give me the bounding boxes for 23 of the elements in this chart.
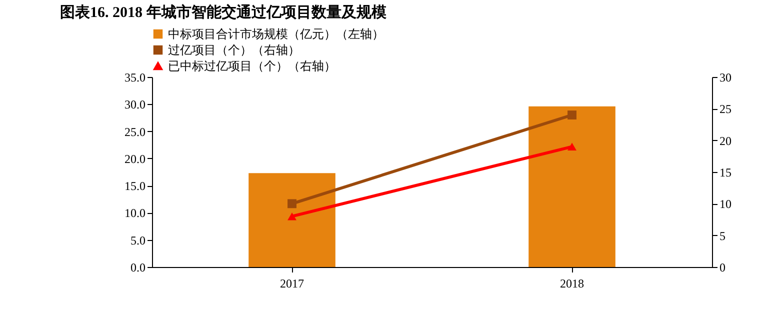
y-tick-label: 0.0 bbox=[130, 260, 146, 274]
chart-title: 图表16. 2018 年城市智能交通过亿项目数量及规模 bbox=[60, 3, 388, 21]
y2-tick-label: 10 bbox=[720, 197, 732, 212]
legend-label: 中标项目合计市场规模（亿元）（左轴） bbox=[168, 27, 384, 41]
point bbox=[568, 110, 576, 120]
x-tick-label: 2017 bbox=[280, 276, 304, 290]
y-tick-label: 5.0 bbox=[130, 233, 146, 248]
legend-label: 过亿项目（个）（右轴） bbox=[168, 43, 300, 57]
y2-tick-label: 20 bbox=[720, 134, 732, 148]
y2-tick-label: 15 bbox=[720, 166, 732, 180]
y2-tick-label: 30 bbox=[720, 70, 732, 84]
y-tick-label: 30.0 bbox=[124, 98, 146, 112]
y-tick-label: 35.0 bbox=[124, 70, 146, 84]
legend-label: 已中标过亿项目（个）（右轴） bbox=[168, 59, 336, 73]
y-tick-label: 20.0 bbox=[124, 152, 146, 166]
y-tick-label: 25.0 bbox=[124, 124, 146, 139]
y-tick-label: 10.0 bbox=[124, 206, 146, 220]
x-tick-label: 2018 bbox=[560, 276, 584, 290]
y-tick-label: 15.0 bbox=[124, 179, 146, 194]
point bbox=[288, 199, 296, 208]
y2-tick-label: 5 bbox=[720, 228, 726, 243]
y2-tick-label: 0 bbox=[720, 260, 726, 274]
y2-tick-label: 25 bbox=[720, 102, 732, 116]
